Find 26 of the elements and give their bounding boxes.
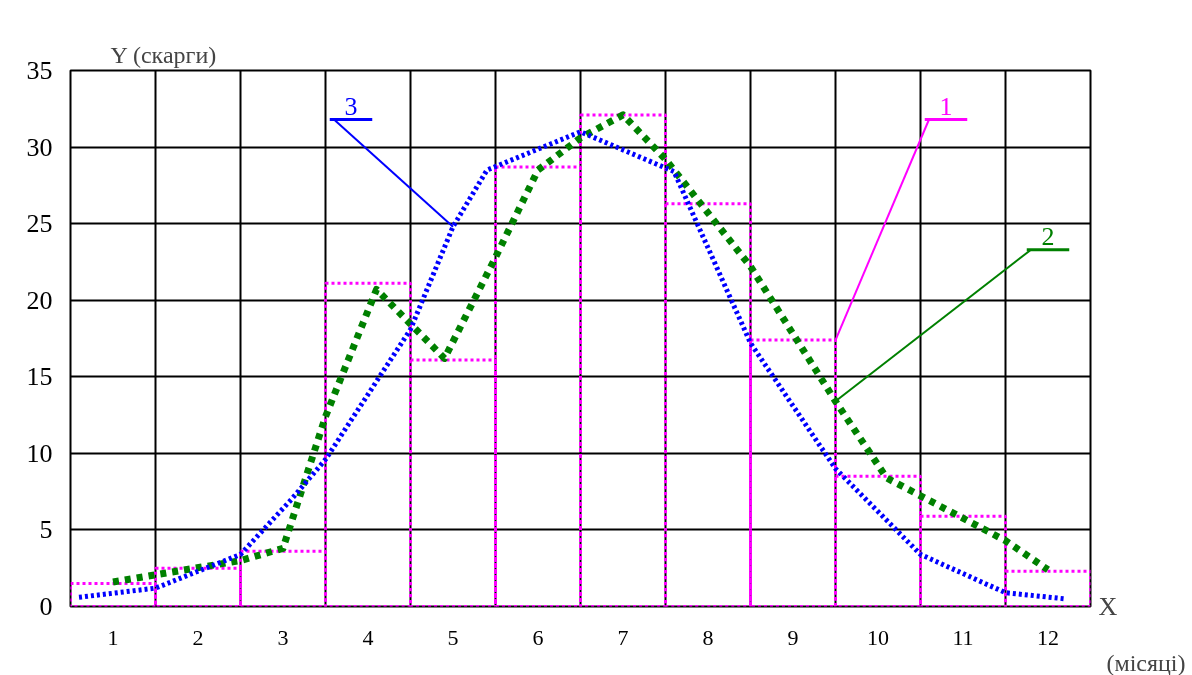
y-tick-label: 0 — [39, 592, 53, 621]
y-tick-label: 10 — [26, 438, 53, 468]
text: 1 — [939, 91, 953, 121]
x-tick-label: 2 — [192, 624, 204, 650]
x-tick-label: 1 — [107, 624, 119, 650]
x-tick-label: 4 — [362, 624, 374, 650]
x-tick-label: 8 — [702, 624, 714, 650]
x-tick-label: 12 — [1037, 624, 1059, 650]
y-tick-label: 5 — [39, 515, 53, 545]
x-tick-label: 7 — [617, 624, 629, 650]
x-axis-title: X — [1098, 592, 1118, 621]
y-tick-label: 20 — [26, 285, 53, 315]
y-tick-label: 15 — [26, 362, 53, 392]
text: 3 — [344, 91, 358, 121]
y-tick-label: 25 — [26, 209, 53, 239]
text: 2 — [1041, 222, 1055, 252]
y-tick-label: 30 — [26, 132, 53, 162]
x-tick-label: 3 — [277, 624, 289, 650]
y-tick-label: 35 — [26, 56, 53, 85]
x-tick-label: 6 — [532, 624, 544, 650]
x-tick-label: 5 — [447, 624, 459, 650]
y-axis-title: Y (скарги) — [110, 41, 217, 68]
text: (місяці) — [1106, 649, 1186, 675]
x-tick-label: 10 — [867, 624, 889, 650]
x-tick-label: 9 — [787, 624, 799, 650]
x-tick-label: 11 — [952, 624, 974, 650]
